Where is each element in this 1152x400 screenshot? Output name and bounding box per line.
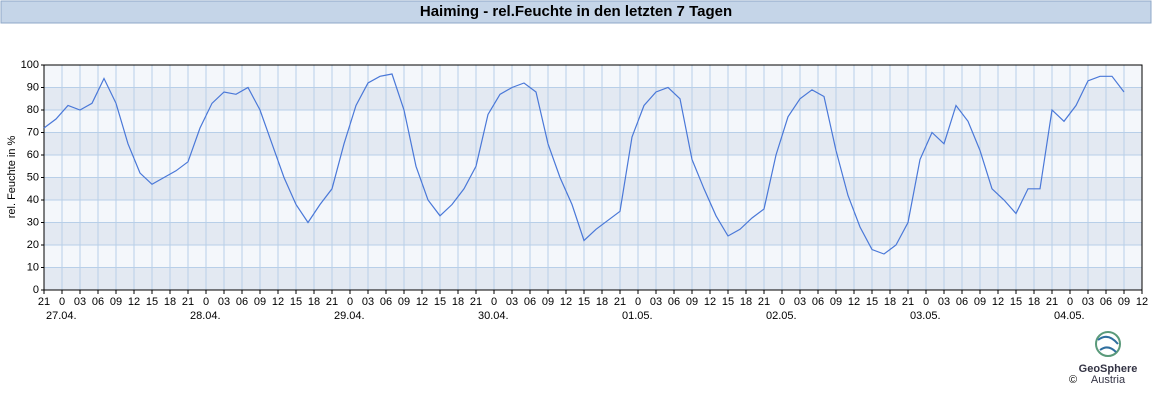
x-tick-label: 18	[452, 296, 464, 308]
x-tick-label: 0	[923, 296, 929, 308]
x-tick-label: 0	[779, 296, 785, 308]
day-label: 28.04.	[190, 310, 221, 322]
x-tick-label: 0	[491, 296, 497, 308]
x-tick-label: 15	[722, 296, 734, 308]
x-tick-label: 0	[347, 296, 353, 308]
x-tick-label: 0	[203, 296, 209, 308]
x-tick-label: 15	[146, 296, 158, 308]
x-tick-label: 03	[650, 296, 662, 308]
x-tick-label: 03	[362, 296, 374, 308]
x-tick-label: 15	[1010, 296, 1022, 308]
x-tick-label: 21	[614, 296, 626, 308]
x-tick-label: 03	[794, 296, 806, 308]
plot-frame	[43, 64, 1143, 291]
title-bar	[0, 0, 1152, 24]
x-tick-label: 12	[416, 296, 428, 308]
x-tick-label: 06	[524, 296, 536, 308]
x-tick-label: 06	[380, 296, 392, 308]
x-tick-label: 09	[830, 296, 842, 308]
x-tick-label: 12	[704, 296, 716, 308]
x-tick-label: 03	[74, 296, 86, 308]
y-tick-label: 100	[21, 59, 39, 71]
day-label: 29.04.	[334, 310, 365, 322]
x-tick-label: 09	[110, 296, 122, 308]
y-tick-label: 80	[27, 104, 39, 116]
x-tick-label: 12	[1136, 296, 1148, 308]
x-tick-label: 18	[884, 296, 896, 308]
x-tick-label: 09	[542, 296, 554, 308]
x-tick-label: 12	[560, 296, 572, 308]
y-tick-label: 0	[33, 284, 39, 296]
grid-band	[44, 132, 1142, 155]
x-tick-label: 15	[434, 296, 446, 308]
x-tick-label: 03	[938, 296, 950, 308]
day-label: 30.04.	[478, 310, 509, 322]
x-tick-label: 12	[128, 296, 140, 308]
logo: GeoSphere © Austria	[1069, 331, 1138, 386]
grid-band	[44, 222, 1142, 245]
copyright: ©	[1069, 374, 1077, 386]
x-tick-label: 03	[1082, 296, 1094, 308]
x-tick-label: 21	[326, 296, 338, 308]
day-label: 01.05.	[622, 310, 653, 322]
y-tick-label: 50	[27, 171, 39, 183]
x-tick-label: 18	[164, 296, 176, 308]
x-tick-label: 21	[758, 296, 770, 308]
day-label: 04.05.	[1054, 310, 1085, 322]
x-tick-label: 0	[1067, 296, 1073, 308]
x-tick-label: 06	[812, 296, 824, 308]
x-tick-label: 06	[236, 296, 248, 308]
x-tick-label: 18	[740, 296, 752, 308]
x-tick-label: 09	[398, 296, 410, 308]
logo-name: GeoSphere	[1079, 363, 1138, 375]
x-tick-label: 21	[902, 296, 914, 308]
x-tick-label: 21	[1046, 296, 1058, 308]
x-tick-label: 12	[272, 296, 284, 308]
day-label: 03.05.	[910, 310, 941, 322]
x-tick-label: 0	[59, 296, 65, 308]
x-tick-label: 12	[848, 296, 860, 308]
x-tick-label: 09	[1118, 296, 1130, 308]
logo-icon	[1095, 331, 1121, 357]
x-tick-label: 06	[956, 296, 968, 308]
logo-icon	[1097, 335, 1119, 353]
x-tick-label: 18	[308, 296, 320, 308]
x-tick-label: 21	[38, 296, 50, 308]
x-tick-label: 18	[1028, 296, 1040, 308]
y-tick-label: 40	[27, 194, 39, 206]
x-tick-label: 15	[290, 296, 302, 308]
y-tick-label: 60	[27, 149, 39, 161]
x-tick-label: 09	[974, 296, 986, 308]
x-tick-label: 06	[1100, 296, 1112, 308]
x-tick-label: 15	[578, 296, 590, 308]
day-label: 02.05.	[766, 310, 797, 322]
y-axis-label: rel. Feuchte in %	[6, 136, 18, 219]
logo-sub: Austria	[1091, 374, 1126, 386]
x-tick-label: 03	[218, 296, 230, 308]
grid-band	[44, 177, 1142, 200]
x-tick-label: 12	[992, 296, 1004, 308]
chart-title: Haiming - rel.Feuchte in den letzten 7 T…	[420, 3, 732, 20]
x-tick-label: 21	[182, 296, 194, 308]
x-tick-label: 06	[668, 296, 680, 308]
data-line	[43, 73, 1125, 255]
x-tick-label: 15	[866, 296, 878, 308]
day-label: 27.04.	[46, 310, 77, 322]
x-tick-label: 18	[596, 296, 608, 308]
y-tick-label: 30	[27, 216, 39, 228]
y-tick-label: 20	[27, 239, 39, 251]
x-tick-label: 06	[92, 296, 104, 308]
x-tick-label: 0	[635, 296, 641, 308]
y-tick-label: 10	[27, 261, 39, 273]
x-tick-label: 09	[254, 296, 266, 308]
y-tick-label: 70	[27, 126, 39, 138]
x-tick-label: 09	[686, 296, 698, 308]
y-tick-label: 90	[27, 81, 39, 93]
x-tick-label: 03	[506, 296, 518, 308]
x-tick-label: 21	[470, 296, 482, 308]
grid-band	[44, 267, 1142, 290]
grid-band	[44, 87, 1142, 110]
